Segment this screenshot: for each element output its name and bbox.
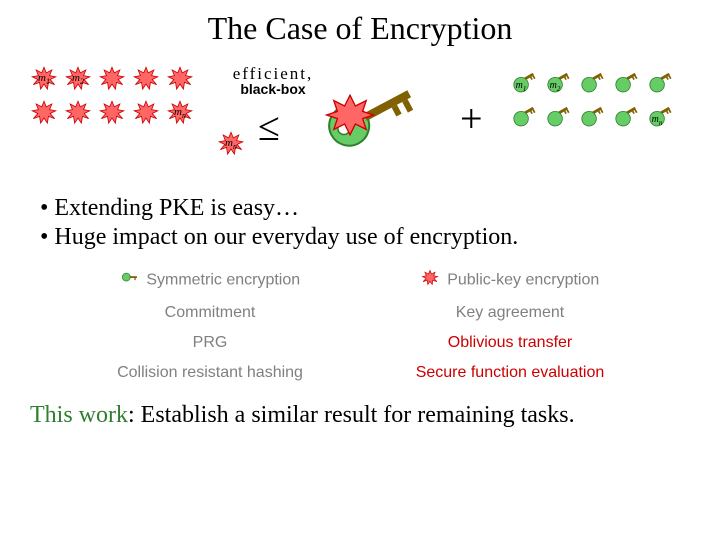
splat-icon: [132, 99, 160, 127]
big-key-icon: [318, 73, 428, 158]
diagram-row: m1m2mn efficient, black-box ≤ mn +: [0, 55, 720, 185]
key-icon: [120, 269, 138, 292]
efficient-blackbox-label: efficient, black-box: [218, 65, 328, 96]
key-icon: [578, 103, 606, 131]
label-efficient: efficient,: [218, 65, 328, 82]
key-icon: [544, 103, 572, 131]
splat-icon: mn: [166, 99, 194, 127]
bullet-1: • Extending PKE is easy…: [40, 195, 690, 222]
splat-icon: m2: [64, 65, 92, 93]
splat-icon: [98, 65, 126, 93]
cell-l2: PRG: [60, 328, 360, 358]
key-icon: [646, 69, 674, 97]
splat-icon: m1: [30, 65, 58, 93]
cell-r2: Oblivious transfer: [360, 328, 660, 358]
cell-r3: Secure function evaluation: [360, 358, 660, 388]
cell-l3: Collision resistant hashing: [60, 358, 360, 388]
page-title: The Case of Encryption: [0, 0, 720, 55]
comparison-table: Symmetric encryption Public-key encrypti…: [60, 263, 660, 388]
mn-label-inset: mn: [217, 130, 245, 158]
left-splat-grid: m1m2 mn: [30, 65, 194, 127]
this-work-label: This work: [30, 402, 128, 428]
splat-icon: [132, 65, 160, 93]
key-icon: [510, 103, 538, 131]
leq-symbol: ≤: [258, 103, 280, 150]
key-icon: [612, 69, 640, 97]
closing-rest: : Establish a similar result for remaini…: [128, 402, 575, 428]
bullet-2: • Huge impact on our everyday use of enc…: [40, 224, 690, 251]
splat-icon: [30, 99, 58, 127]
splat-icon: [98, 99, 126, 127]
splat-icon: [64, 99, 92, 127]
cell-r1: Key agreement: [360, 298, 660, 328]
key-icon: m2: [544, 69, 572, 97]
right-key-grid: m1m2 mn: [510, 69, 674, 131]
key-icon: [612, 103, 640, 131]
key-icon: mn: [646, 103, 674, 131]
cell-l1: Commitment: [60, 298, 360, 328]
bullet-list: • Extending PKE is easy… • Huge impact o…: [0, 185, 720, 257]
splat-icon: [421, 269, 439, 292]
closing-line: This work: Establish a similar result fo…: [0, 388, 720, 429]
slide: The Case of Encryption m1m2mn efficient,…: [0, 0, 720, 540]
key-icon: m1: [510, 69, 538, 97]
key-icon: [578, 69, 606, 97]
splat-icon: [166, 65, 194, 93]
cell-l0: Symmetric encryption: [60, 263, 360, 298]
label-blackbox: black-box: [218, 82, 328, 96]
plus-symbol: +: [460, 95, 483, 142]
cell-r0: Public-key encryption: [360, 263, 660, 298]
